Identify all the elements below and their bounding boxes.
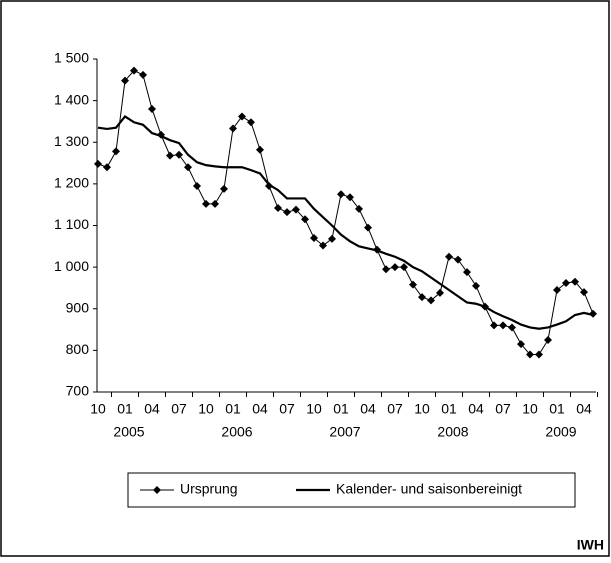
point-marker	[256, 145, 264, 154]
x-tick-label: 04	[468, 401, 484, 417]
x-tick-label: 04	[252, 401, 268, 417]
y-tick-label: 1 500	[54, 50, 89, 66]
point-marker	[454, 255, 462, 264]
point-marker	[328, 234, 336, 243]
point-marker	[472, 281, 480, 290]
point-marker	[364, 223, 372, 232]
point-marker	[562, 278, 570, 287]
y-tick-label: 1 100	[54, 216, 89, 232]
point-marker	[229, 124, 237, 133]
x-tick-label: 01	[225, 401, 241, 417]
y-tick-label: 900	[66, 299, 90, 315]
year-label: 2007	[329, 424, 360, 440]
point-marker	[589, 309, 597, 318]
point-marker	[283, 208, 291, 217]
point-marker	[391, 263, 399, 272]
y-tick-label: 800	[66, 341, 90, 357]
point-marker	[94, 159, 102, 168]
x-tick-label: 10	[306, 401, 322, 417]
year-label: 2009	[545, 424, 576, 440]
x-tick-label: 10	[522, 401, 538, 417]
point-marker	[418, 293, 426, 302]
legend-box	[127, 472, 576, 508]
point-marker	[319, 241, 327, 250]
point-marker	[247, 118, 255, 127]
point-marker	[184, 163, 192, 172]
point-marker	[112, 147, 120, 156]
series-line	[97, 114, 594, 330]
y-tick-label: 1 400	[54, 91, 89, 107]
x-tick-label: 07	[279, 401, 295, 417]
y-tick-label: 1 300	[54, 133, 89, 149]
point-marker	[463, 268, 471, 277]
point-marker	[382, 265, 390, 274]
point-marker	[499, 321, 507, 330]
x-tick-label: 04	[144, 401, 160, 417]
point-marker	[130, 66, 138, 75]
point-marker	[202, 199, 210, 208]
legend-marker	[153, 486, 161, 494]
point-marker	[103, 163, 111, 172]
point-marker	[292, 205, 300, 214]
y-tick-label: 700	[66, 383, 90, 399]
year-label: 2005	[113, 424, 144, 440]
point-marker	[166, 151, 174, 160]
point-marker	[517, 340, 525, 349]
x-tick-label: 10	[414, 401, 430, 417]
x-tick-label: 01	[333, 401, 349, 417]
y-tick-label: 1 200	[54, 175, 89, 191]
point-marker	[301, 215, 309, 224]
point-marker	[346, 193, 354, 202]
point-marker	[490, 321, 498, 330]
x-tick-label: 04	[360, 401, 376, 417]
point-marker	[274, 204, 282, 213]
point-marker	[427, 296, 435, 305]
x-tick-label: 10	[198, 401, 214, 417]
legend-label: Kalender- und saisonbereinigt	[336, 481, 522, 497]
point-marker	[175, 150, 183, 159]
point-marker	[436, 288, 444, 297]
point-marker	[355, 204, 363, 213]
point-marker	[580, 288, 588, 297]
point-marker	[139, 70, 147, 79]
year-label: 2008	[437, 424, 468, 440]
x-tick-label: 10	[90, 401, 106, 417]
point-marker	[400, 263, 408, 272]
point-marker	[508, 323, 516, 332]
x-tick-label: 07	[387, 401, 403, 417]
x-tick-label: 04	[576, 401, 592, 417]
point-marker	[193, 181, 201, 190]
y-tick-label: 1 000	[54, 258, 89, 274]
point-marker	[535, 350, 543, 359]
year-label: 2006	[221, 424, 252, 440]
point-marker	[337, 190, 345, 199]
point-marker	[148, 104, 156, 113]
x-tick-label: 07	[171, 401, 187, 417]
point-marker	[544, 335, 552, 344]
x-tick-label: 01	[549, 401, 565, 417]
point-marker	[211, 199, 219, 208]
point-marker	[220, 184, 228, 193]
point-marker	[553, 286, 561, 295]
point-marker	[526, 350, 534, 359]
x-tick-label: 01	[441, 401, 457, 417]
point-marker	[121, 76, 129, 85]
x-tick-label: 07	[495, 401, 511, 417]
point-marker	[571, 277, 579, 286]
x-tick-label: 01	[117, 401, 133, 417]
legend-label: Ursprung	[180, 481, 238, 497]
point-marker	[238, 112, 246, 121]
point-marker	[409, 280, 417, 289]
source-label: IWH	[577, 537, 604, 553]
point-marker	[445, 252, 453, 261]
point-marker	[310, 233, 318, 242]
